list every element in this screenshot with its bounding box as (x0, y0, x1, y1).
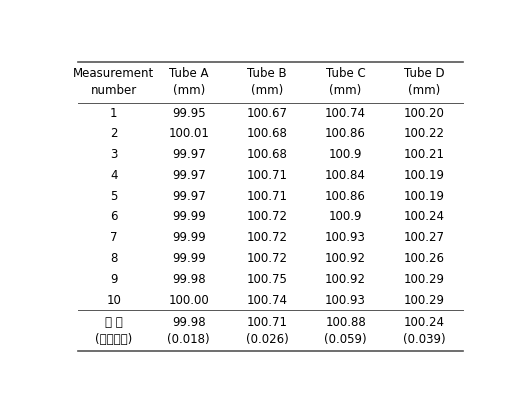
Text: 100.92: 100.92 (325, 273, 366, 286)
Text: 100.9: 100.9 (329, 211, 362, 223)
Text: 100.86: 100.86 (325, 190, 366, 202)
Text: 100.21: 100.21 (403, 148, 445, 161)
Text: 100.74: 100.74 (325, 106, 366, 119)
Text: 100.24
(0.039): 100.24 (0.039) (403, 316, 446, 346)
Text: 100.72: 100.72 (247, 211, 288, 223)
Text: 100.29: 100.29 (403, 294, 445, 307)
Text: 100.72: 100.72 (247, 231, 288, 244)
Text: 99.95: 99.95 (172, 106, 205, 119)
Text: 99.97: 99.97 (172, 148, 205, 161)
Text: 100.88
(0.059): 100.88 (0.059) (324, 316, 367, 346)
Text: 100.24: 100.24 (403, 211, 445, 223)
Text: 8: 8 (110, 252, 118, 265)
Text: 100.29: 100.29 (403, 273, 445, 286)
Text: 10: 10 (107, 294, 121, 307)
Text: 100.67: 100.67 (247, 106, 288, 119)
Text: 5: 5 (110, 190, 118, 202)
Text: 100.19: 100.19 (403, 169, 445, 182)
Text: 9: 9 (110, 273, 118, 286)
Text: 100.86: 100.86 (325, 127, 366, 140)
Text: 100.20: 100.20 (403, 106, 445, 119)
Text: 100.68: 100.68 (247, 127, 288, 140)
Text: 99.97: 99.97 (172, 190, 205, 202)
Text: 100.74: 100.74 (247, 294, 288, 307)
Text: 평 균
(표준편차): 평 균 (표준편차) (95, 316, 133, 346)
Text: 100.93: 100.93 (325, 231, 366, 244)
Text: 7: 7 (110, 231, 118, 244)
Text: 6: 6 (110, 211, 118, 223)
Text: Measurement
number: Measurement number (73, 67, 155, 97)
Text: Tube D
(mm): Tube D (mm) (404, 67, 445, 97)
Text: 100.27: 100.27 (403, 231, 445, 244)
Text: 99.99: 99.99 (172, 231, 205, 244)
Text: 100.93: 100.93 (325, 294, 366, 307)
Text: 100.26: 100.26 (403, 252, 445, 265)
Text: 100.68: 100.68 (247, 148, 288, 161)
Text: 2: 2 (110, 127, 118, 140)
Text: 99.99: 99.99 (172, 211, 205, 223)
Text: 99.97: 99.97 (172, 169, 205, 182)
Text: Tube B
(mm): Tube B (mm) (247, 67, 287, 97)
Text: Tube A
(mm): Tube A (mm) (169, 67, 209, 97)
Text: 4: 4 (110, 169, 118, 182)
Text: 100.71: 100.71 (247, 190, 288, 202)
Text: Tube C
(mm): Tube C (mm) (326, 67, 365, 97)
Text: 3: 3 (110, 148, 118, 161)
Text: 1: 1 (110, 106, 118, 119)
Text: 100.19: 100.19 (403, 190, 445, 202)
Text: 100.9: 100.9 (329, 148, 362, 161)
Text: 100.00: 100.00 (168, 294, 209, 307)
Text: 100.92: 100.92 (325, 252, 366, 265)
Text: 99.99: 99.99 (172, 252, 205, 265)
Text: 100.71
(0.026): 100.71 (0.026) (246, 316, 288, 346)
Text: 100.22: 100.22 (403, 127, 445, 140)
Text: 100.72: 100.72 (247, 252, 288, 265)
Text: 99.98
(0.018): 99.98 (0.018) (167, 316, 210, 346)
Text: 100.75: 100.75 (247, 273, 288, 286)
Text: 100.71: 100.71 (247, 169, 288, 182)
Text: 99.98: 99.98 (172, 273, 205, 286)
Text: 100.01: 100.01 (168, 127, 209, 140)
Text: 100.84: 100.84 (325, 169, 366, 182)
